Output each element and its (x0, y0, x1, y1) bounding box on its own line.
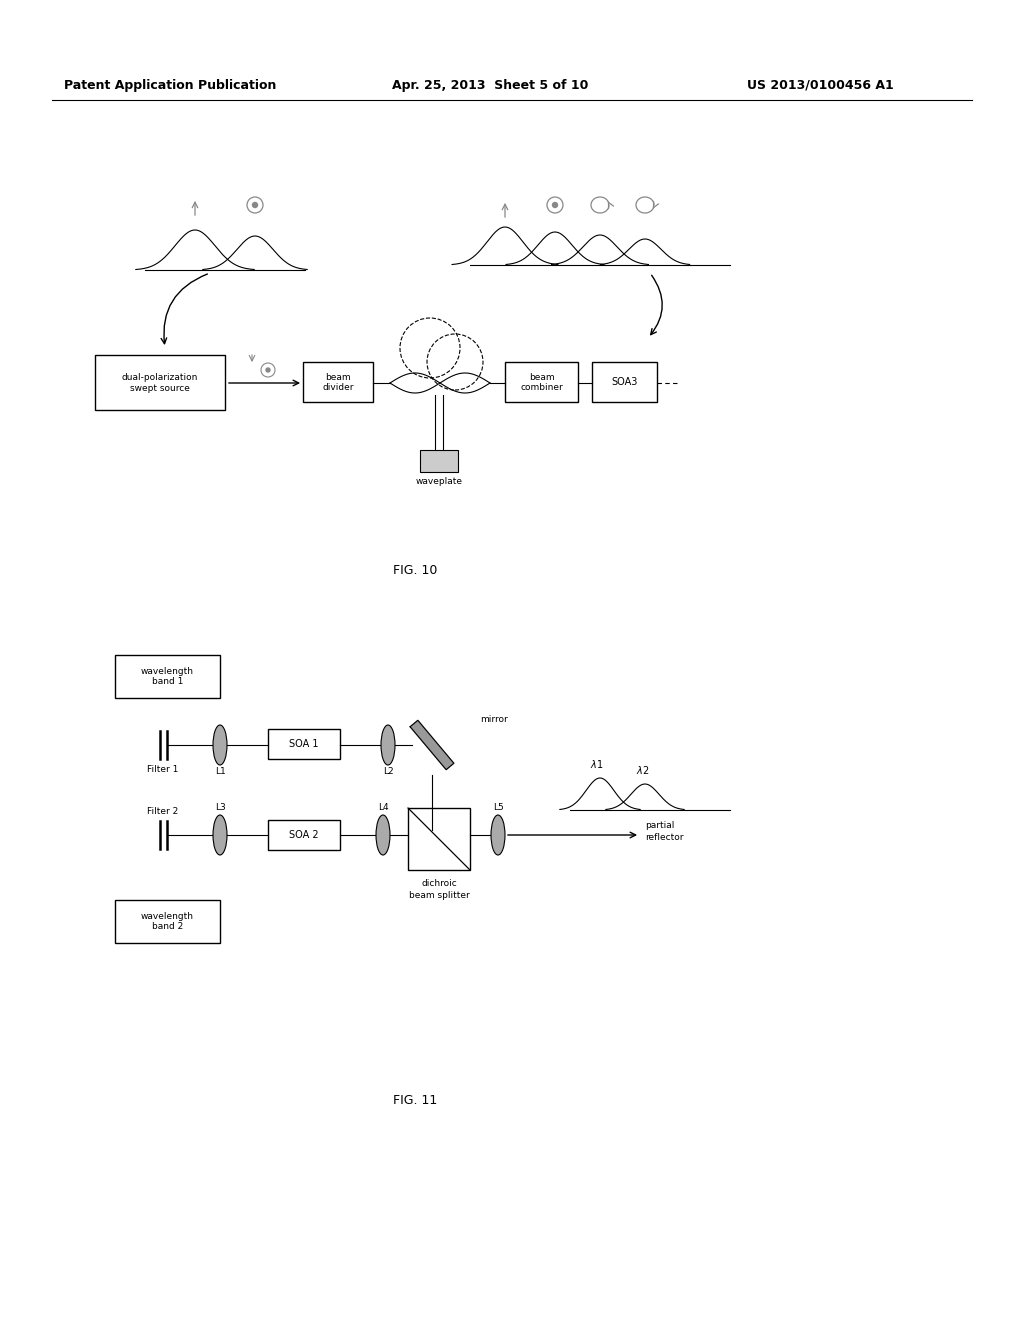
Bar (95, 355, 225, 411)
Bar (408, 808, 470, 870)
Text: SOA 2: SOA 2 (289, 830, 318, 840)
Bar (592, 362, 657, 403)
Bar (115, 655, 220, 698)
Text: FIG. 11: FIG. 11 (393, 1093, 437, 1106)
Text: combiner: combiner (520, 383, 563, 392)
Text: waveplate: waveplate (416, 478, 463, 487)
Text: partial: partial (645, 821, 675, 829)
Bar (268, 820, 340, 850)
Circle shape (253, 202, 257, 207)
Circle shape (553, 202, 557, 207)
Ellipse shape (376, 814, 390, 855)
Text: $\lambda$2: $\lambda$2 (636, 764, 649, 776)
Text: beam splitter: beam splitter (409, 891, 469, 900)
Text: dichroic: dichroic (421, 879, 457, 888)
Text: L5: L5 (493, 804, 504, 813)
Text: FIG. 10: FIG. 10 (393, 564, 437, 577)
Text: wavelength: wavelength (141, 912, 194, 921)
Text: $\lambda$1: $\lambda$1 (590, 758, 604, 770)
Text: SOA 1: SOA 1 (289, 739, 318, 748)
Bar (115, 900, 220, 942)
Text: US 2013/0100456 A1: US 2013/0100456 A1 (746, 78, 893, 91)
Text: divider: divider (323, 383, 353, 392)
Text: L2: L2 (383, 767, 393, 776)
Ellipse shape (213, 814, 227, 855)
Bar (420, 450, 458, 473)
Text: SOA3: SOA3 (611, 378, 638, 387)
Text: band 1: band 1 (152, 677, 183, 686)
Text: wavelength: wavelength (141, 667, 194, 676)
Ellipse shape (490, 814, 505, 855)
Text: Filter 2: Filter 2 (147, 807, 178, 816)
Ellipse shape (381, 725, 395, 766)
Text: dual-polarization: dual-polarization (122, 374, 199, 381)
Text: Filter 1: Filter 1 (147, 764, 178, 774)
Bar (268, 729, 340, 759)
Text: L3: L3 (215, 804, 225, 813)
Text: band 2: band 2 (152, 921, 183, 931)
Bar (505, 362, 578, 403)
Bar (303, 362, 373, 403)
Polygon shape (411, 721, 454, 770)
Text: Patent Application Publication: Patent Application Publication (63, 78, 276, 91)
Text: beam: beam (326, 372, 351, 381)
Text: mirror: mirror (480, 715, 508, 725)
Text: Apr. 25, 2013  Sheet 5 of 10: Apr. 25, 2013 Sheet 5 of 10 (392, 78, 588, 91)
Text: L1: L1 (215, 767, 225, 776)
Text: reflector: reflector (645, 833, 683, 842)
Ellipse shape (213, 725, 227, 766)
Circle shape (266, 368, 270, 372)
Text: beam: beam (528, 372, 554, 381)
Text: L4: L4 (378, 804, 388, 813)
Text: swept source: swept source (130, 384, 189, 393)
